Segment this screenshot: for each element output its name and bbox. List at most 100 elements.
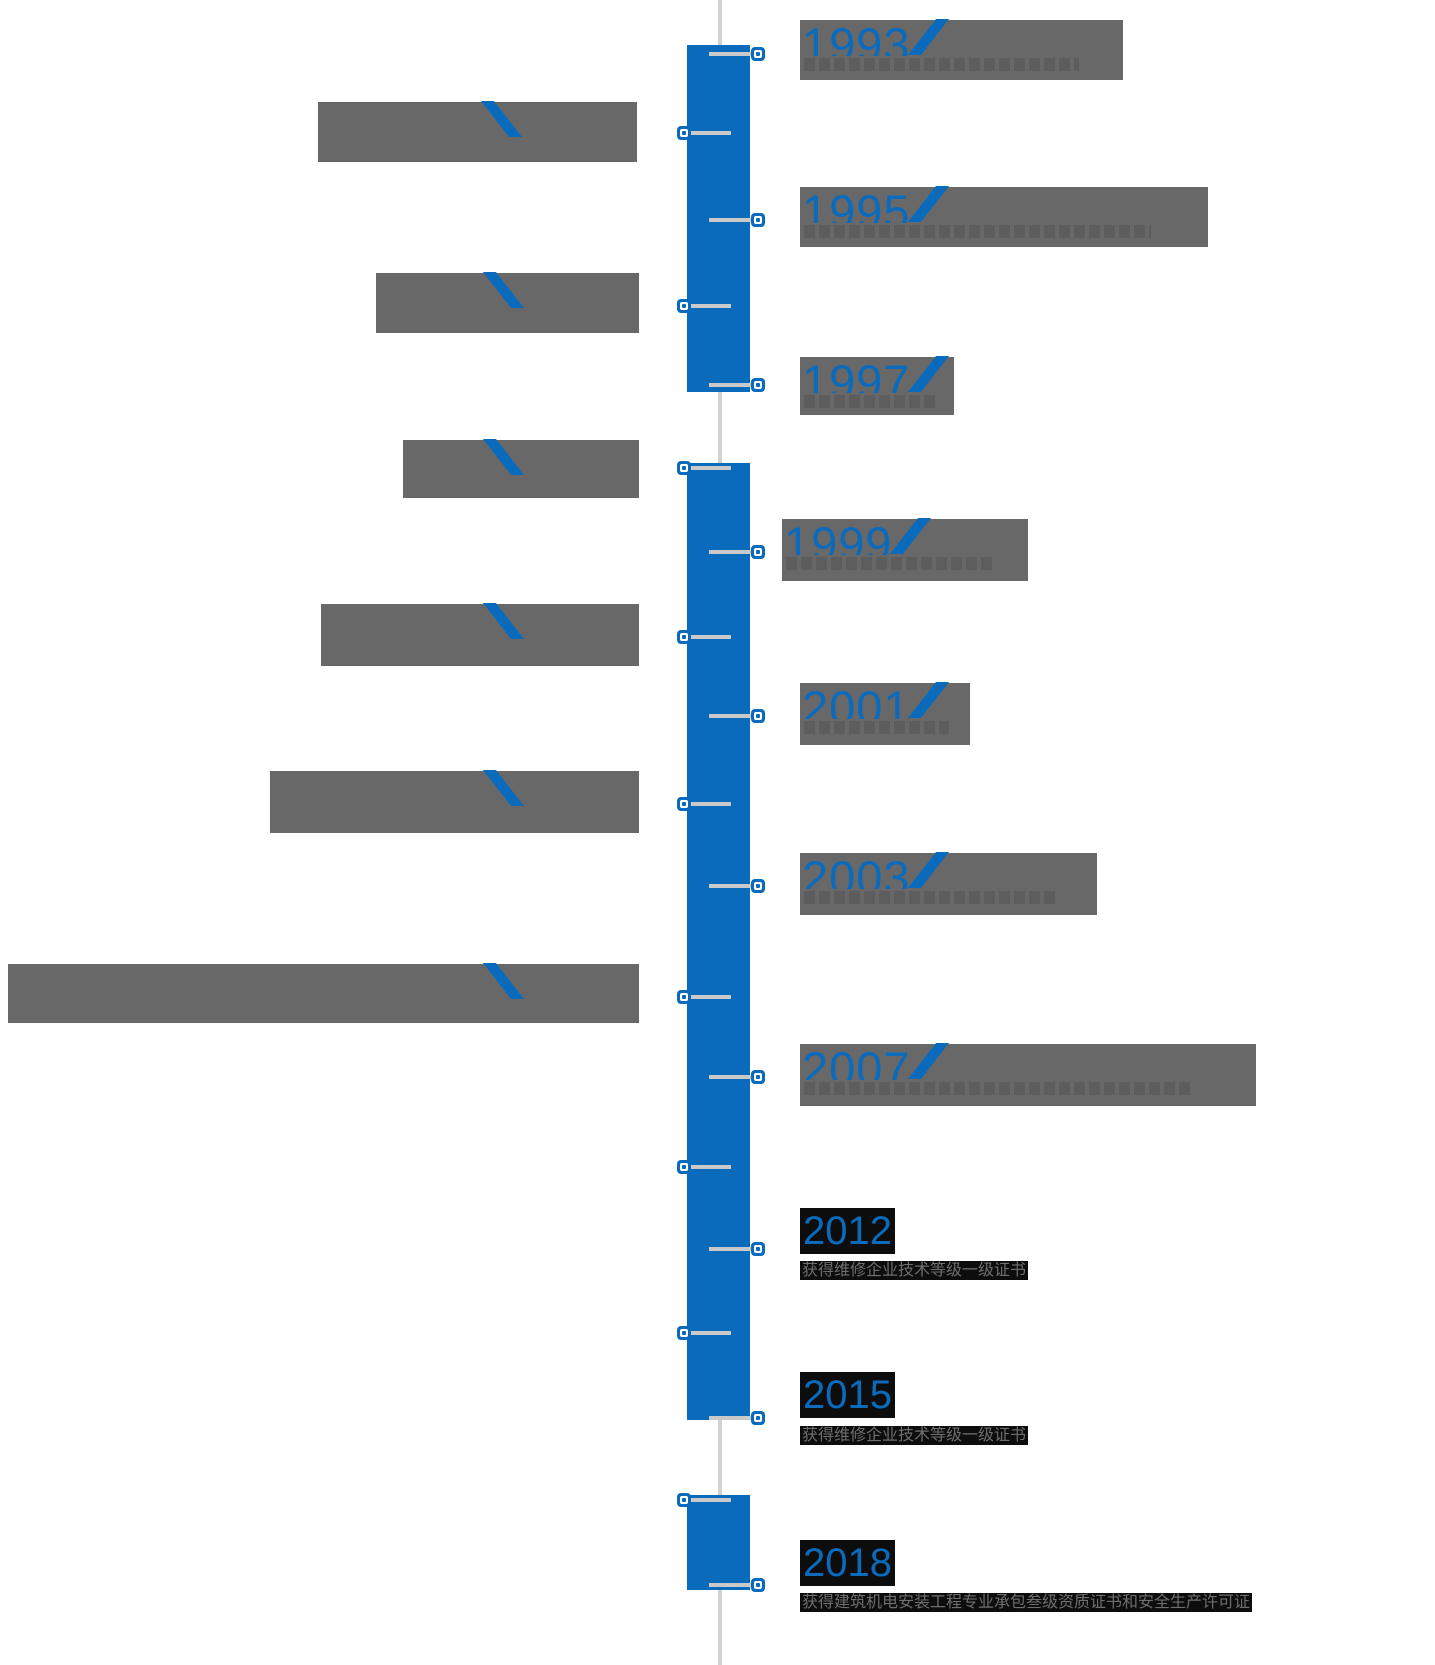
entry-description-text: 获得维修企业技术等级一级证书	[800, 1261, 1029, 1280]
node-ring	[680, 800, 688, 808]
entry-text-obscured	[804, 891, 1056, 904]
timeline-tick	[709, 218, 753, 222]
entry-year-clip: 2003	[802, 854, 911, 889]
entry-image-placeholder	[403, 440, 639, 498]
entry-year-text: 2015	[800, 1372, 895, 1418]
node-dot	[756, 383, 760, 387]
entry-description: 获得维修企业技术等级一级证书	[800, 1261, 1029, 1280]
node-ring	[754, 1581, 762, 1589]
entry-year-label: 1995	[802, 188, 911, 223]
timeline-tick	[687, 466, 731, 470]
node-ring	[680, 1163, 688, 1171]
timeline-node-icon[interactable]	[751, 1242, 765, 1256]
entry-description-text: 获得维修企业技术等级一级证书	[800, 1426, 1029, 1445]
timeline-tick	[709, 550, 753, 554]
node-ring	[754, 381, 762, 389]
entry-image-placeholder	[800, 1044, 1256, 1106]
node-dot	[756, 1247, 760, 1251]
node-ring	[754, 882, 762, 890]
timeline-node-icon[interactable]	[751, 879, 765, 893]
node-dot	[756, 52, 760, 56]
node-dot	[682, 466, 686, 470]
timeline-node-icon[interactable]	[751, 213, 765, 227]
timeline-node-icon[interactable]	[751, 1070, 765, 1084]
node-ring	[754, 548, 762, 556]
node-dot	[756, 1416, 760, 1420]
timeline-tick	[687, 1165, 731, 1169]
entry-year-label: 1999	[784, 520, 893, 555]
timeline-node-icon[interactable]	[751, 1411, 765, 1425]
timeline-node-icon[interactable]	[751, 545, 765, 559]
entry-text-obscured	[804, 225, 1151, 238]
timeline-node-icon[interactable]	[677, 1160, 691, 1174]
node-ring	[680, 1496, 688, 1504]
timeline-tick	[709, 52, 753, 56]
node-ring	[680, 129, 688, 137]
timeline-tick	[687, 1331, 731, 1335]
timeline-tick	[709, 1247, 753, 1251]
entry-text-obscured	[804, 58, 1079, 71]
timeline-bar-segment-2	[687, 463, 750, 1420]
node-ring	[680, 464, 688, 472]
timeline-node-icon[interactable]	[677, 461, 691, 475]
timeline-tick	[687, 635, 731, 639]
timeline-node-icon[interactable]	[677, 126, 691, 140]
timeline-tick	[709, 714, 753, 718]
entry-year-label: 2001	[802, 684, 911, 719]
node-dot	[682, 304, 686, 308]
entry-year-label: 2003	[802, 854, 911, 889]
node-dot	[682, 1165, 686, 1169]
timeline-tick	[709, 383, 753, 387]
timeline-node-icon[interactable]	[751, 378, 765, 392]
node-ring	[680, 1329, 688, 1337]
node-dot	[756, 884, 760, 888]
entry-image-placeholder	[318, 102, 637, 162]
timeline-node-icon[interactable]	[677, 797, 691, 811]
entry-image-placeholder	[800, 683, 970, 745]
entry-year-clip: 1999	[784, 520, 893, 555]
timeline-tick	[687, 131, 731, 135]
timeline-bar-segment-3	[687, 1495, 750, 1590]
entry-description-text: 获得建筑机电安装工程专业承包叁级资质证书和安全生产许可证	[800, 1593, 1253, 1612]
timeline-tick	[687, 995, 731, 999]
entry-year-label: 2015	[800, 1372, 895, 1418]
timeline-node-icon[interactable]	[677, 990, 691, 1004]
entry-year-text: 2018	[800, 1540, 895, 1586]
entry-year-clip: 1995	[802, 188, 911, 223]
node-dot	[682, 1498, 686, 1502]
node-dot	[682, 995, 686, 999]
node-dot	[756, 1583, 760, 1587]
node-ring	[754, 1414, 762, 1422]
timeline-node-icon[interactable]	[751, 1578, 765, 1592]
timeline-tick	[687, 1498, 731, 1502]
node-ring	[754, 1073, 762, 1081]
entry-year-label: 2007	[802, 1045, 911, 1080]
entry-year-label: 2012	[800, 1208, 895, 1254]
node-ring	[754, 216, 762, 224]
node-dot	[756, 1075, 760, 1079]
timeline-node-icon[interactable]	[677, 630, 691, 644]
timeline-node-icon[interactable]	[751, 709, 765, 723]
node-ring	[680, 633, 688, 641]
node-dot	[682, 802, 686, 806]
node-ring	[754, 50, 762, 58]
timeline-tick	[687, 802, 731, 806]
entry-year-text: 2012	[800, 1208, 895, 1254]
node-ring	[680, 302, 688, 310]
entry-description: 获得建筑机电安装工程专业承包叁级资质证书和安全生产许可证	[800, 1593, 1253, 1612]
node-ring	[680, 993, 688, 1001]
timeline-node-icon[interactable]	[677, 299, 691, 313]
entry-text-obscured	[804, 721, 949, 734]
timeline-node-icon[interactable]	[751, 47, 765, 61]
timeline-tick	[687, 304, 731, 308]
timeline-node-icon[interactable]	[677, 1493, 691, 1507]
node-ring	[754, 1245, 762, 1253]
entry-text-obscured	[786, 557, 995, 570]
timeline-node-icon[interactable]	[677, 1326, 691, 1340]
entry-text-obscured	[804, 395, 935, 408]
entry-image-placeholder	[8, 964, 639, 1023]
node-dot	[756, 714, 760, 718]
entry-image-placeholder	[270, 771, 639, 833]
entry-year-label: 1993	[802, 21, 911, 56]
node-dot	[682, 131, 686, 135]
